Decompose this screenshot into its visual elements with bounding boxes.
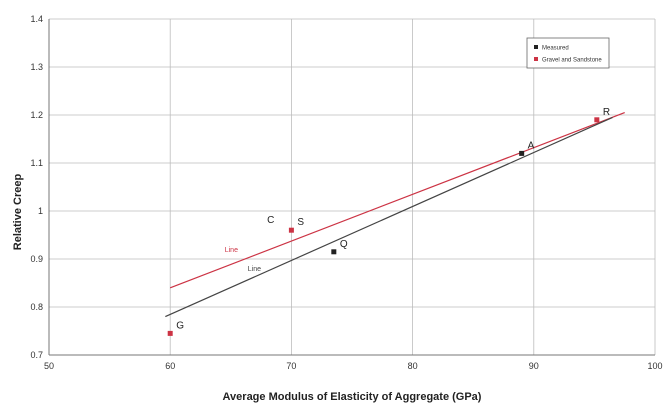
- legend-label-gravel: Gravel and Sandstone: [542, 58, 602, 64]
- gravel-point: [167, 330, 173, 336]
- y-tick-label: 0.7: [30, 350, 43, 360]
- trend-line: [169, 112, 625, 289]
- legend-box: [526, 37, 610, 69]
- trend-line-label: Line: [225, 247, 238, 254]
- x-tick-label: 70: [286, 361, 296, 371]
- x-axis-title: Average Modulus of Elasticity of Aggrega…: [223, 391, 482, 403]
- point-label: A: [528, 140, 535, 151]
- gravel-point: [288, 227, 294, 233]
- point-labels: Line Line A Q R S G C: [176, 107, 610, 332]
- x-tick-label: 60: [165, 361, 175, 371]
- y-tick-label: 1.4: [30, 14, 43, 24]
- x-tick-label: 80: [408, 361, 418, 371]
- trend-line: [165, 116, 613, 318]
- measured-point: [331, 249, 337, 255]
- x-tick-label: 90: [529, 361, 539, 371]
- point-label: G: [176, 320, 184, 331]
- measured-point: [519, 150, 525, 156]
- point-label: S: [297, 217, 304, 228]
- grid-lines: [48, 18, 656, 356]
- axes: [48, 19, 655, 356]
- gravel-point: [594, 117, 600, 123]
- point-label: R: [603, 107, 610, 118]
- x-tick-label: 50: [44, 361, 54, 371]
- y-tick-label: 0.8: [30, 302, 43, 312]
- y-tick-label: 1.1: [30, 158, 43, 168]
- y-axis-title: Relative Creep: [12, 174, 24, 251]
- y-tick-label: 1.2: [30, 110, 43, 120]
- y-tick-label: 1.3: [30, 62, 43, 72]
- data-points: [167, 117, 600, 336]
- y-tick-label: 1: [38, 206, 43, 216]
- point-label: Q: [340, 239, 348, 250]
- legend-label-measured: Measured: [542, 46, 569, 52]
- legend-marker-measured: [534, 45, 538, 49]
- x-tick-label: 100: [647, 361, 662, 371]
- tick-labels: 50 60 70 80 90 100 0.7 0.8 0.9 1 1.1 1.2 1.3 1.4: [30, 14, 662, 371]
- legend: Measured Gravel and Sandstone: [526, 37, 610, 69]
- trend-line-label: Line: [248, 266, 261, 273]
- trend-lines: [165, 112, 625, 318]
- legend-marker-gravel: [534, 57, 538, 61]
- y-tick-label: 0.9: [30, 254, 43, 264]
- annotation-label: C: [267, 215, 274, 226]
